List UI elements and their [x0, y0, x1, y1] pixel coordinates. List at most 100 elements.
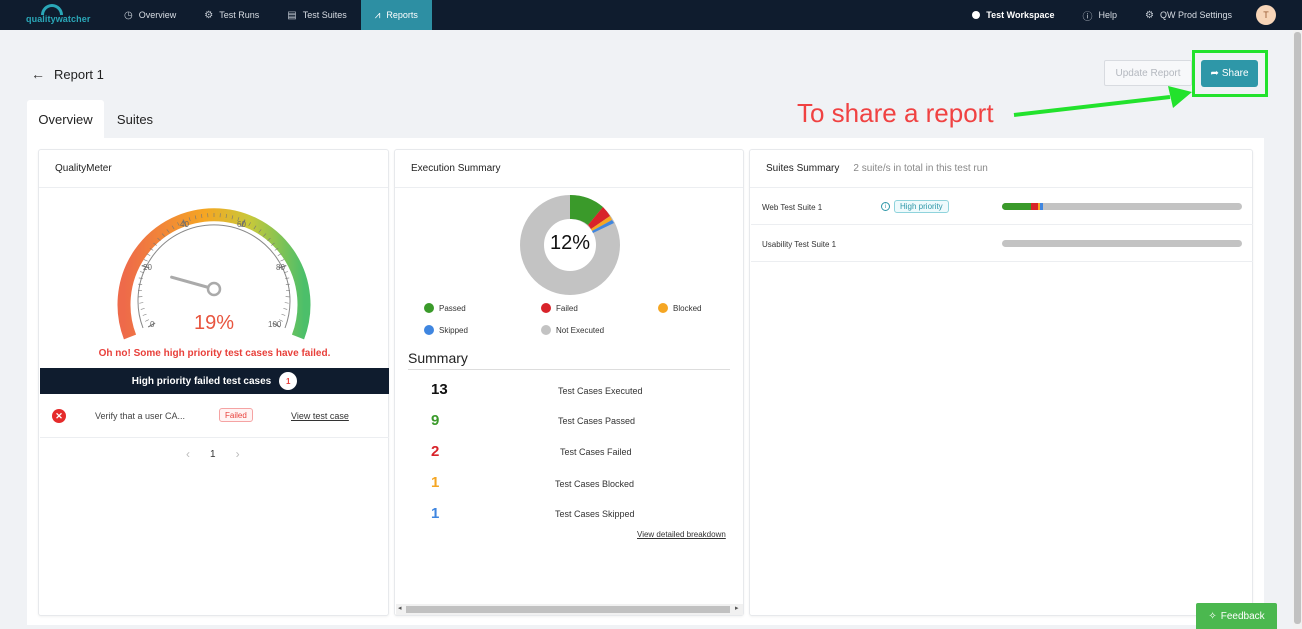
- nav-test-suites[interactable]: ▤ Test Suites: [273, 0, 360, 30]
- progress-blocked: [1037, 203, 1041, 210]
- top-nav: qualitywatcher ◷ Overview ⚙ Test Runs ▤ …: [0, 0, 1302, 30]
- gauge-minor-tick: [283, 308, 288, 310]
- legend-dot-not-executed: [541, 325, 551, 335]
- feedback-button[interactable]: ✧ Feedback: [1196, 603, 1277, 629]
- tab-overview[interactable]: Overview: [27, 100, 104, 138]
- suite-row[interactable]: Web Test Suite 1 i High priority: [751, 189, 1253, 225]
- workspace-label: Test Workspace: [986, 10, 1055, 20]
- gauge-minor-tick: [143, 259, 148, 262]
- donut-slice-skipped: [592, 220, 614, 233]
- stat-skipped-value: 1: [431, 505, 440, 522]
- gauge-tick-label: 20: [143, 263, 152, 272]
- avatar[interactable]: T: [1256, 5, 1276, 25]
- share-button[interactable]: ➦ Share: [1201, 60, 1258, 87]
- legend-dot-skipped: [424, 325, 434, 335]
- view-test-case-link[interactable]: View test case: [291, 411, 349, 421]
- help-icon: ⓘ: [1082, 11, 1093, 23]
- gauge-minor-tick: [201, 214, 203, 219]
- gauge-major-tick: [241, 219, 246, 228]
- gauge-minor-tick: [146, 253, 151, 256]
- gauge-minor-tick: [271, 242, 275, 246]
- legend-dot-failed: [541, 303, 551, 313]
- logo-text: qualitywatcher: [26, 14, 91, 24]
- legend-label: Skipped: [439, 325, 468, 335]
- chevron-right-icon[interactable]: ›: [235, 447, 240, 461]
- update-report-button[interactable]: Update Report: [1104, 60, 1192, 86]
- workspace-selector[interactable]: Test Workspace: [958, 0, 1068, 30]
- scroll-right-icon[interactable]: ▸: [735, 605, 739, 612]
- gauge-minor-tick: [284, 302, 289, 304]
- gauge-minor-tick: [140, 308, 145, 310]
- horizontal-scrollbar[interactable]: ◂ ▸: [396, 604, 743, 615]
- summary-divider: [408, 369, 730, 370]
- high-priority-title: High priority failed test cases: [131, 375, 272, 387]
- gauge-major-tick: [278, 264, 287, 269]
- suites-summary-header: Suites Summary 2 suite/s in total in thi…: [750, 150, 1252, 188]
- status-badge: Failed: [219, 408, 253, 422]
- nav-help[interactable]: ⓘ Help: [1068, 0, 1131, 30]
- legend-failed: Failed: [541, 303, 578, 313]
- gauge-tick-label: 60: [237, 220, 246, 229]
- gauge-minor-tick: [248, 222, 251, 227]
- gauge-minor-tick: [285, 277, 290, 279]
- logo[interactable]: qualitywatcher: [0, 0, 110, 30]
- tab-suites[interactable]: Suites: [116, 111, 154, 127]
- priority-badge: High priority: [894, 200, 949, 213]
- legend-label: Blocked: [673, 303, 702, 313]
- gauge-minor-tick: [153, 242, 157, 246]
- suites-summary-title: Suites Summary: [766, 163, 840, 174]
- nav-settings[interactable]: ⚙ QW Prod Settings: [1131, 0, 1246, 30]
- gauge-minor-tick: [274, 248, 279, 251]
- view-detailed-breakdown-link[interactable]: View detailed breakdown: [637, 530, 726, 539]
- vertical-scrollbar[interactable]: [1293, 30, 1302, 629]
- gauge-minor-tick: [139, 271, 144, 273]
- chevron-left-icon[interactable]: ‹: [186, 447, 190, 461]
- gauge-minor-tick: [138, 277, 143, 279]
- legend-label: Failed: [556, 303, 578, 313]
- suite-progress-bar: [1002, 240, 1242, 247]
- workspace-icon: [972, 11, 981, 19]
- legend-label: Passed: [439, 303, 466, 313]
- suites-summary-card: Suites Summary 2 suite/s in total in thi…: [749, 149, 1253, 616]
- gauge-major-tick: [141, 264, 150, 269]
- gauge-minor-tick: [188, 217, 191, 222]
- stat-failed-label: Test Cases Failed: [560, 447, 632, 457]
- sparkle-icon: ✧: [1208, 610, 1217, 622]
- gauge-minor-tick: [171, 225, 175, 230]
- high-priority-header: High priority failed test cases 1: [40, 368, 389, 394]
- stat-passed-label: Test Cases Passed: [558, 416, 636, 426]
- legend-not-executed: Not Executed: [541, 325, 604, 335]
- donut-slice-blocked: [591, 216, 612, 231]
- gauge-needle: [170, 275, 216, 291]
- nav-settings-label: QW Prod Settings: [1159, 10, 1232, 20]
- scrollbar-thumb[interactable]: [406, 606, 730, 613]
- gauge-minor-tick: [157, 237, 161, 242]
- suite-row[interactable]: Usability Test Suite 1: [751, 226, 1253, 262]
- nav-overview[interactable]: ◷ Overview: [110, 0, 190, 30]
- quality-meter-title: QualityMeter: [39, 150, 388, 188]
- gauge-minor-tick: [225, 214, 227, 219]
- nav-reports-label: Reports: [386, 10, 418, 20]
- gauge-major-tick: [182, 219, 187, 228]
- gauge-tick-label: 100: [268, 320, 282, 329]
- stat-executed-label: Test Cases Executed: [558, 386, 643, 396]
- suite-progress-bar: [1002, 203, 1242, 210]
- vertical-scrollbar-thumb[interactable]: [1294, 32, 1301, 624]
- nav-reports[interactable]: ⩘ Reports: [360, 0, 432, 30]
- failed-case-row: ✕ Verify that a user CA... Failed View t…: [40, 396, 389, 438]
- suites-summary-subtitle: 2 suite/s in total in this test run: [853, 163, 988, 174]
- gauge-minor-tick: [284, 271, 289, 273]
- back-arrow-icon[interactable]: ←: [31, 66, 45, 82]
- suite-name: Usability Test Suite 1: [762, 240, 837, 249]
- scroll-left-icon[interactable]: ◂: [398, 605, 402, 612]
- nav-test-runs[interactable]: ⚙ Test Runs: [190, 0, 273, 30]
- progress-skipped: [1040, 203, 1043, 210]
- gauge-major-tick: [272, 322, 281, 328]
- legend-dot-blocked: [658, 303, 668, 313]
- gauge-minor-tick: [263, 233, 267, 237]
- gauge-ticks: [138, 213, 290, 328]
- gauge-minor-tick: [237, 217, 240, 222]
- page-number[interactable]: 1: [210, 448, 216, 460]
- pagination: ‹ 1 ›: [186, 447, 240, 461]
- gauge-minor-tick: [253, 225, 257, 230]
